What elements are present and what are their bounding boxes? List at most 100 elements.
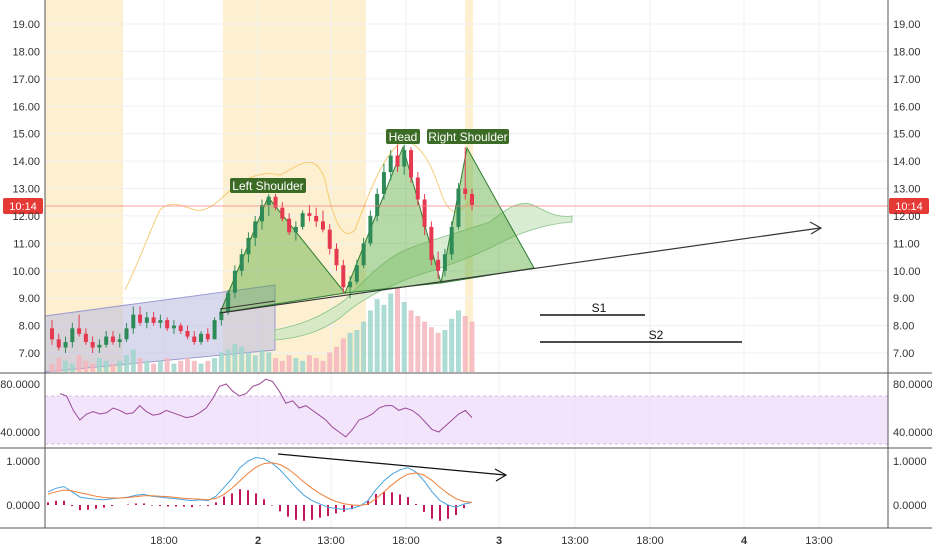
volume-bar (212, 358, 218, 372)
macd-tick-right: 0.0000 (893, 500, 927, 512)
rsi-tick: 80.0000 (0, 379, 40, 391)
volume-bar (225, 349, 231, 372)
volume-bar (232, 344, 238, 372)
macd-tick: 1.0000 (6, 456, 40, 468)
y-tick-left: 15.00 (12, 129, 40, 141)
head-and-shoulders-pattern (219, 145, 535, 314)
volume-bar (273, 358, 279, 372)
candle-body (354, 265, 359, 282)
y-tick-left: 19.00 (12, 19, 40, 31)
rsi-tick: 40.0000 (0, 427, 40, 439)
candle-body (192, 336, 197, 343)
price-tag-left: 10:14 (3, 198, 43, 214)
candle-body (293, 226, 298, 233)
volume-bar (347, 332, 353, 372)
x-tick-label: 2 (255, 535, 261, 547)
candle-body (56, 339, 61, 348)
volume-bar (171, 363, 177, 372)
candle-body (348, 281, 353, 288)
candle-body (226, 292, 231, 312)
axis-labels: 19.00 19.00 18.00 18.00 17.00 17.00 16.00 16.00… (0, 19, 932, 547)
volume-bar (408, 310, 414, 372)
volume-bar (164, 358, 170, 372)
candle-body (158, 320, 163, 323)
y-tick-left: 16.00 (12, 101, 40, 113)
volume-bar (259, 349, 265, 372)
svg-text:Left Shoulder: Left Shoulder (232, 179, 303, 193)
s1-label: S1 (592, 301, 607, 315)
candle-body (266, 196, 271, 205)
candle-body (409, 150, 414, 178)
y-tick-left: 14.00 (12, 156, 40, 168)
y-tick-left: 10.00 (12, 266, 40, 278)
volume-bar (354, 330, 360, 372)
volume-bar (198, 363, 204, 372)
y-tick-left: 8.00 (19, 321, 40, 333)
volume-bar (157, 360, 163, 372)
annotation-right-shoulder[interactable]: Right Shoulder (427, 129, 509, 144)
volume-bar (361, 321, 367, 372)
s2-label: S2 (649, 328, 664, 342)
y-tick-left: 11.00 (13, 238, 40, 250)
annotation-left-shoulder[interactable]: Left Shoulder (230, 178, 306, 193)
volume-bar (117, 360, 123, 372)
candle-body (83, 333, 88, 343)
x-tick-label: 3 (496, 535, 502, 547)
volume-bar (367, 310, 373, 372)
volume-bar (313, 358, 319, 372)
y-tick-right: 13.00 (893, 184, 921, 196)
volume-bar (327, 352, 333, 372)
y-tick-left: 13.00 (12, 184, 40, 196)
volume-bar (415, 316, 421, 372)
svg-text:10:14: 10:14 (895, 201, 923, 213)
volume-bar (266, 352, 272, 372)
support-levels: S1 S2 (540, 301, 742, 343)
moving-average-lines (124, 139, 471, 291)
volume-bar (286, 355, 292, 372)
volume-bar (334, 346, 340, 372)
candle-body (131, 314, 136, 329)
x-tick-label: 4 (741, 535, 748, 547)
candle-body (178, 325, 183, 332)
candle-body (375, 193, 380, 216)
candle-body (124, 328, 129, 340)
candle-body (151, 317, 156, 323)
y-tick-right: 18.00 (893, 46, 921, 58)
volume-bar (124, 355, 130, 372)
candle-body (381, 172, 386, 194)
x-tick-label: 18:00 (392, 535, 420, 547)
x-tick-label: 18:00 (636, 535, 664, 547)
candle-body (246, 237, 251, 255)
candle-body (110, 336, 115, 343)
y-tick-right: 7.00 (893, 348, 914, 360)
y-tick-right: 10.00 (893, 266, 921, 278)
annotation-head[interactable]: Head (386, 129, 420, 144)
volume-bar (218, 352, 224, 372)
candle-body (260, 204, 264, 222)
volume-bar (245, 352, 251, 372)
volume-bar (239, 346, 245, 372)
volume-bar (293, 358, 299, 372)
candle-body (50, 328, 54, 340)
x-tick-label: 13:00 (561, 535, 589, 547)
volume-bar (137, 358, 143, 372)
volume-bar (56, 358, 62, 372)
svg-text:10:14: 10:14 (9, 201, 37, 213)
volume-bar (340, 338, 346, 372)
y-tick-left: 18.00 (12, 46, 40, 58)
candle-body (429, 226, 434, 260)
volume-bar (76, 355, 82, 372)
y-tick-right: 12.00 (893, 211, 921, 223)
volume-bar (428, 327, 434, 372)
volume-bar (442, 330, 448, 372)
candle-body (70, 328, 75, 343)
rsi-tick-right: 80.0000 (893, 379, 932, 391)
volume-bar (103, 360, 109, 372)
volume-bar (394, 288, 400, 372)
x-tick-label: 18:00 (150, 535, 178, 547)
candle-body (63, 342, 68, 348)
candle-body (402, 150, 407, 167)
volume-bar (110, 363, 116, 372)
volume-bar (449, 318, 455, 372)
